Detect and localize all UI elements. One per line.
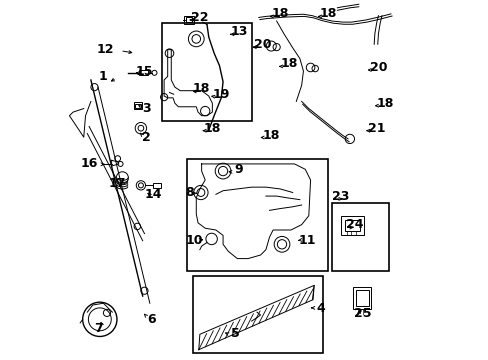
- Bar: [153, 183, 161, 188]
- Text: 18: 18: [271, 8, 288, 21]
- Bar: [134, 103, 142, 109]
- Text: 20: 20: [369, 61, 386, 74]
- Text: 20: 20: [253, 38, 270, 51]
- Text: 17: 17: [109, 177, 126, 190]
- Bar: [139, 70, 148, 75]
- Bar: [183, 16, 193, 23]
- Bar: [340, 216, 364, 235]
- Bar: [135, 104, 140, 108]
- Text: 7: 7: [94, 322, 102, 335]
- Text: 1: 1: [99, 70, 107, 83]
- Text: 9: 9: [234, 163, 243, 176]
- Text: 18: 18: [193, 82, 210, 95]
- Text: 21: 21: [367, 122, 385, 135]
- Bar: [331, 203, 388, 271]
- Bar: [192, 276, 323, 353]
- Bar: [185, 17, 192, 22]
- Text: 19: 19: [212, 88, 229, 101]
- Text: 3: 3: [142, 102, 150, 115]
- Text: 18: 18: [280, 57, 297, 71]
- Text: 10: 10: [185, 234, 203, 247]
- Text: 13: 13: [230, 25, 247, 38]
- Text: 18: 18: [319, 8, 336, 21]
- Text: 18: 18: [203, 122, 221, 135]
- Text: 18: 18: [262, 129, 280, 142]
- Text: 24: 24: [346, 218, 363, 231]
- Text: 18: 18: [376, 97, 393, 110]
- Bar: [162, 23, 251, 121]
- Bar: [187, 158, 328, 271]
- Text: 12: 12: [96, 43, 114, 56]
- Text: 11: 11: [298, 234, 315, 247]
- Text: 4: 4: [316, 302, 325, 315]
- Text: 5: 5: [231, 327, 240, 340]
- Text: 23: 23: [331, 190, 349, 203]
- Text: 14: 14: [144, 188, 162, 201]
- Text: 6: 6: [147, 313, 156, 326]
- Bar: [345, 220, 359, 231]
- Text: 25: 25: [353, 307, 370, 320]
- Text: 15: 15: [136, 64, 153, 77]
- Text: 8: 8: [184, 186, 193, 199]
- Text: 22: 22: [191, 11, 208, 24]
- Text: 2: 2: [142, 131, 150, 144]
- Bar: [355, 290, 368, 306]
- Text: 16: 16: [80, 157, 98, 170]
- Bar: [353, 287, 370, 309]
